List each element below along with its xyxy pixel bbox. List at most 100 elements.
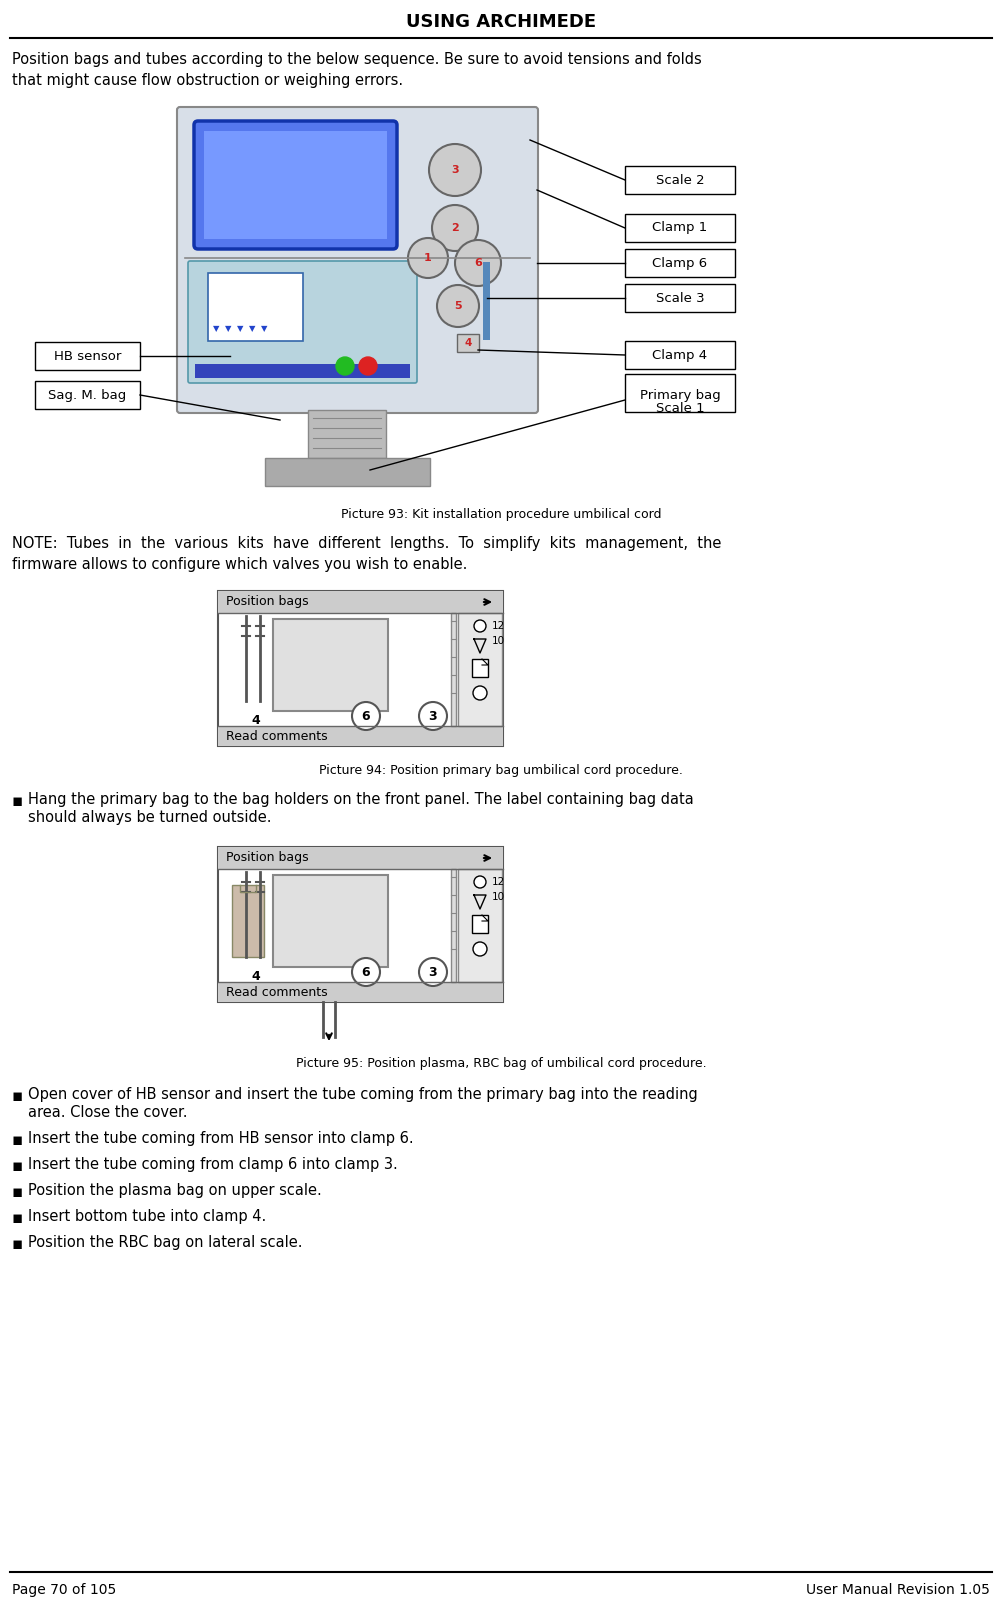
Text: 4: 4 bbox=[464, 337, 472, 349]
Text: Open cover of HB sensor and insert the tube coming from the primary bag into the: Open cover of HB sensor and insert the t… bbox=[28, 1086, 697, 1102]
Text: ▼: ▼ bbox=[236, 325, 243, 333]
Bar bbox=[308, 410, 386, 458]
Text: ▪: ▪ bbox=[12, 1086, 23, 1106]
Text: 5: 5 bbox=[454, 301, 462, 312]
Bar bbox=[218, 591, 503, 746]
Text: Insert the tube coming from HB sensor into clamp 6.: Insert the tube coming from HB sensor in… bbox=[28, 1131, 414, 1146]
Bar bbox=[273, 619, 388, 710]
Bar bbox=[458, 869, 502, 982]
Bar bbox=[625, 249, 735, 276]
Bar bbox=[472, 659, 488, 677]
Bar bbox=[218, 726, 503, 746]
Text: ▼: ▼ bbox=[212, 325, 219, 333]
Text: Insert the tube coming from clamp 6 into clamp 3.: Insert the tube coming from clamp 6 into… bbox=[28, 1157, 398, 1172]
Text: 6: 6 bbox=[362, 710, 371, 723]
Text: Scale 3: Scale 3 bbox=[655, 291, 704, 304]
Text: 10: 10 bbox=[492, 636, 505, 646]
Bar bbox=[218, 847, 503, 869]
Text: Clamp 6: Clamp 6 bbox=[652, 257, 707, 270]
Text: area. Close the cover.: area. Close the cover. bbox=[28, 1106, 187, 1120]
Bar bbox=[218, 982, 503, 1003]
Text: Scale 2: Scale 2 bbox=[655, 174, 704, 186]
Circle shape bbox=[352, 958, 380, 987]
Text: 10: 10 bbox=[492, 892, 505, 902]
Circle shape bbox=[473, 686, 487, 701]
Circle shape bbox=[437, 284, 479, 326]
Text: ▼: ▼ bbox=[248, 325, 256, 333]
Text: NOTE:  Tubes  in  the  various  kits  have  different  lengths.  To  simplify  k: NOTE: Tubes in the various kits have dif… bbox=[12, 537, 721, 572]
FancyBboxPatch shape bbox=[188, 260, 417, 382]
Circle shape bbox=[336, 357, 354, 374]
Text: Primary bag: Primary bag bbox=[639, 389, 720, 402]
Bar bbox=[483, 262, 490, 341]
Text: Read comments: Read comments bbox=[226, 730, 328, 742]
Text: should always be turned outside.: should always be turned outside. bbox=[28, 810, 272, 824]
Bar bbox=[625, 166, 735, 194]
Text: Clamp 1: Clamp 1 bbox=[652, 222, 707, 235]
Text: Insert bottom tube into clamp 4.: Insert bottom tube into clamp 4. bbox=[28, 1208, 267, 1225]
Bar bbox=[625, 374, 735, 411]
Text: Position bags and tubes according to the below sequence. Be sure to avoid tensio: Position bags and tubes according to the… bbox=[12, 51, 701, 88]
FancyBboxPatch shape bbox=[177, 108, 538, 413]
Text: 6: 6 bbox=[362, 966, 371, 979]
Bar bbox=[195, 365, 410, 378]
Bar bbox=[232, 885, 264, 958]
Circle shape bbox=[352, 702, 380, 730]
Text: USING ARCHIMEDE: USING ARCHIMEDE bbox=[406, 13, 596, 31]
Text: Picture 93: Kit installation procedure umbilical cord: Picture 93: Kit installation procedure u… bbox=[341, 508, 661, 521]
Text: 12: 12 bbox=[492, 877, 505, 887]
Text: Scale 1: Scale 1 bbox=[655, 402, 704, 415]
Circle shape bbox=[408, 238, 448, 278]
Bar bbox=[625, 214, 735, 243]
Bar bbox=[457, 334, 479, 352]
Text: 3: 3 bbox=[451, 166, 459, 175]
Bar bbox=[625, 284, 735, 312]
Text: 4: 4 bbox=[252, 715, 261, 728]
Text: 3: 3 bbox=[429, 710, 437, 723]
Circle shape bbox=[432, 206, 478, 251]
Bar bbox=[625, 341, 735, 370]
Circle shape bbox=[419, 958, 447, 987]
Bar bbox=[472, 914, 488, 934]
Text: 1: 1 bbox=[424, 252, 432, 264]
Text: ▼: ▼ bbox=[224, 325, 231, 333]
Bar bbox=[273, 874, 388, 967]
Text: 12: 12 bbox=[492, 620, 505, 632]
Circle shape bbox=[419, 702, 447, 730]
Circle shape bbox=[429, 145, 481, 196]
Circle shape bbox=[473, 942, 487, 956]
Circle shape bbox=[455, 239, 501, 286]
Circle shape bbox=[474, 876, 486, 889]
Bar bbox=[458, 612, 502, 726]
Bar bbox=[218, 591, 503, 612]
FancyBboxPatch shape bbox=[194, 121, 397, 249]
Text: ▪: ▪ bbox=[12, 1236, 23, 1253]
Text: Picture 94: Position primary bag umbilical cord procedure.: Picture 94: Position primary bag umbilic… bbox=[319, 763, 683, 778]
Text: Position the plasma bag on upper scale.: Position the plasma bag on upper scale. bbox=[28, 1183, 322, 1197]
Text: Clamp 4: Clamp 4 bbox=[652, 349, 707, 362]
Text: 6: 6 bbox=[474, 259, 482, 268]
Text: ▪: ▪ bbox=[12, 1131, 23, 1149]
Bar bbox=[451, 869, 456, 982]
Text: Position bags: Position bags bbox=[226, 596, 309, 609]
Bar bbox=[265, 458, 430, 485]
Text: HB sensor: HB sensor bbox=[54, 349, 121, 363]
Text: ▪: ▪ bbox=[12, 792, 23, 810]
Text: ▪: ▪ bbox=[12, 1157, 23, 1175]
Text: Page 70 of 105: Page 70 of 105 bbox=[12, 1583, 116, 1597]
Bar bbox=[35, 342, 140, 370]
Bar bbox=[218, 847, 503, 1003]
Text: ▪: ▪ bbox=[12, 1208, 23, 1228]
Text: Position the RBC bag on lateral scale.: Position the RBC bag on lateral scale. bbox=[28, 1236, 303, 1250]
Text: Position bags: Position bags bbox=[226, 852, 309, 865]
Text: 4: 4 bbox=[252, 971, 261, 983]
Text: Read comments: Read comments bbox=[226, 985, 328, 998]
Bar bbox=[204, 132, 387, 239]
Bar bbox=[208, 273, 303, 341]
Circle shape bbox=[474, 620, 486, 632]
Bar bbox=[451, 612, 456, 726]
Text: 3: 3 bbox=[429, 966, 437, 979]
Circle shape bbox=[359, 357, 377, 374]
Text: ▪: ▪ bbox=[12, 1183, 23, 1200]
Text: 2: 2 bbox=[451, 223, 459, 233]
